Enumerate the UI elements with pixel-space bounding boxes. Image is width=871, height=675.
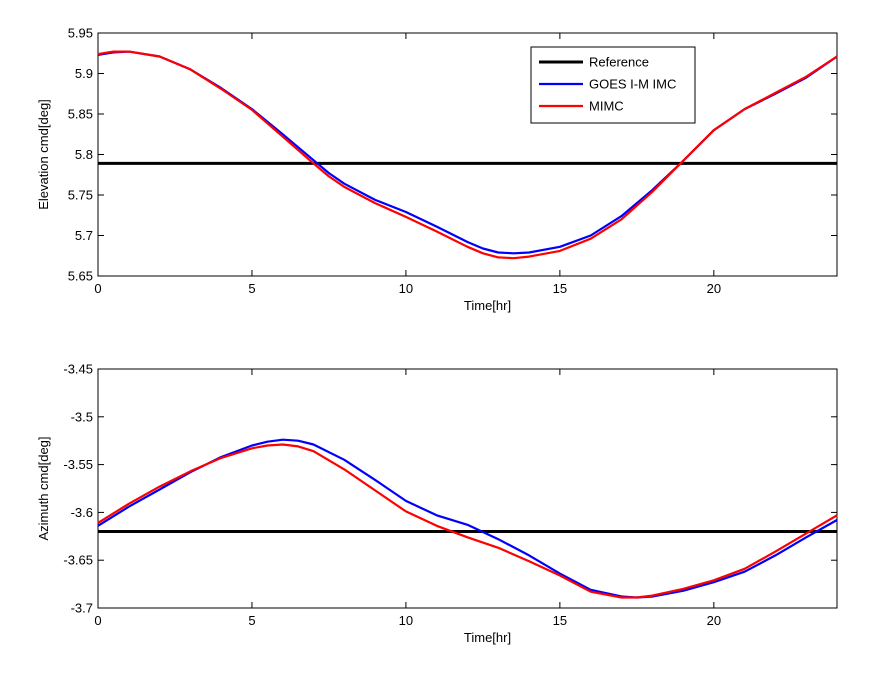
elevation-xtick-label: 15 bbox=[553, 281, 567, 296]
azimuth-series-goes-i-m-imc-line bbox=[97, 438, 838, 599]
elevation-ytick-label: 5.7 bbox=[75, 228, 93, 243]
azimuth-xlabel: Time[hr] bbox=[464, 630, 511, 645]
azimuth-ytick-label: -3.6 bbox=[71, 505, 93, 520]
legend-label: GOES I-M IMC bbox=[589, 77, 676, 92]
elevation-ytick-label: 5.85 bbox=[68, 107, 93, 122]
elevation-ytick-label: 5.9 bbox=[75, 66, 93, 81]
elevation-ytick-label: 5.95 bbox=[68, 26, 93, 41]
elevation-legend: Reference GOES I-M IMC MIMC bbox=[530, 46, 696, 124]
legend-label: MIMC bbox=[589, 99, 624, 114]
elevation-series-mimc-line bbox=[97, 50, 838, 260]
azimuth-ytick-label: -3.7 bbox=[71, 601, 93, 616]
azimuth-axes-box bbox=[97, 368, 838, 609]
legend-label: Reference bbox=[589, 55, 649, 70]
azimuth-ytick-label: -3.55 bbox=[63, 457, 93, 472]
azimuth-series-mimc-line bbox=[97, 443, 838, 599]
elevation-xtick-label: 5 bbox=[248, 281, 255, 296]
azimuth-ytick-label: -3.45 bbox=[63, 362, 93, 377]
azimuth-chart: 0 5 10 15 20 -3.7 -3.65 -3.6 -3.55 -3.5 -3.45 Time[… bbox=[36, 362, 838, 645]
elevation-xtick-label: 0 bbox=[94, 281, 101, 296]
azimuth-ytick-label: -3.5 bbox=[71, 409, 93, 424]
elevation-xtick-label: 20 bbox=[707, 281, 721, 296]
azimuth-xtick-label: 20 bbox=[707, 613, 721, 628]
elevation-axes-box bbox=[97, 32, 838, 277]
azimuth-xtick-label: 10 bbox=[399, 613, 413, 628]
elevation-xlabel: Time[hr] bbox=[464, 298, 511, 313]
elevation-chart: 0 5 10 15 20 5.65 5.7 5.75 5.8 5.85 5.9 5.95 Time[hr… bbox=[36, 26, 838, 313]
azimuth-xtick-label: 0 bbox=[94, 613, 101, 628]
elevation-ytick-label: 5.8 bbox=[75, 147, 93, 162]
azimuth-xtick-label: 5 bbox=[248, 613, 255, 628]
elevation-xtick-label: 10 bbox=[399, 281, 413, 296]
azimuth-xtick-label: 15 bbox=[553, 613, 567, 628]
azimuth-ylabel: Azimuth cmd[deg] bbox=[36, 436, 51, 540]
azimuth-ytick-label: -3.65 bbox=[63, 553, 93, 568]
elevation-ytick-label: 5.65 bbox=[68, 269, 93, 284]
elevation-ytick-label: 5.75 bbox=[68, 188, 93, 203]
elevation-ylabel: Elevation cmd[deg] bbox=[36, 99, 51, 210]
